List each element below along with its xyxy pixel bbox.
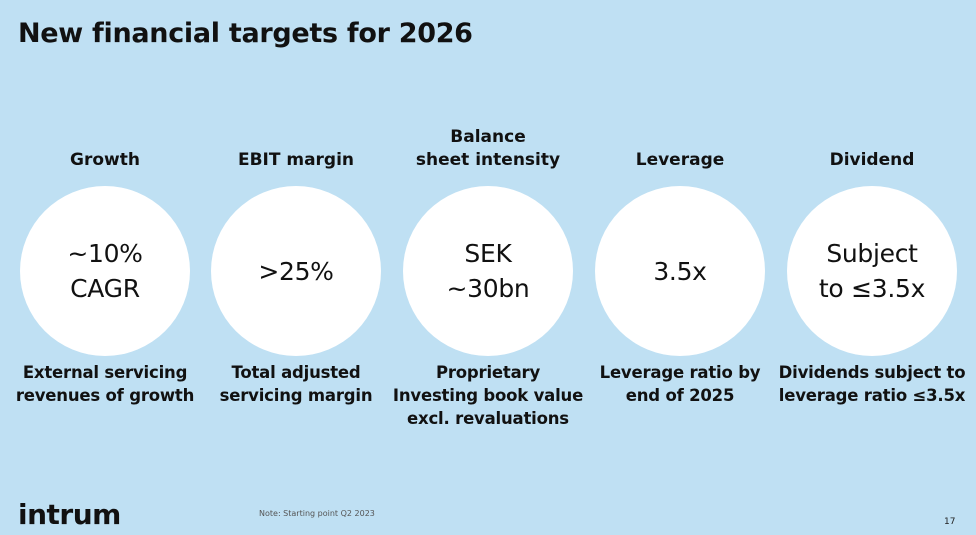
footnote: Note: Starting point Q2 2023 bbox=[259, 509, 375, 518]
heading-line: Growth bbox=[70, 150, 140, 170]
target-value: SEK ~30bn bbox=[447, 236, 530, 306]
target-growth: Growth ~10% CAGR External servicing reve… bbox=[8, 110, 202, 440]
value-line: to ≤3.5x bbox=[818, 274, 926, 303]
target-heading: EBIT margin bbox=[199, 149, 393, 172]
heading-line: Balance bbox=[450, 127, 526, 147]
target-heading: Leverage bbox=[583, 149, 777, 172]
target-heading: Dividend bbox=[775, 149, 969, 172]
target-balance-sheet-intensity: Balance sheet intensity SEK ~30bn Propri… bbox=[391, 110, 585, 440]
target-description: Total adjusted servicing margin bbox=[193, 361, 399, 407]
value-line: >25% bbox=[258, 256, 334, 286]
target-circle: SEK ~30bn bbox=[403, 186, 573, 356]
description-line: Dividends subject to bbox=[778, 363, 966, 382]
value-line: Subject bbox=[826, 239, 918, 268]
description-line: servicing margin bbox=[219, 386, 373, 405]
value-line: SEK bbox=[464, 239, 512, 268]
target-description: Proprietary Investing book value excl. r… bbox=[385, 361, 591, 430]
value-line: ~10% bbox=[67, 239, 143, 268]
target-heading: Balance sheet intensity bbox=[391, 126, 585, 172]
target-ebit-margin: EBIT margin >25% Total adjusted servicin… bbox=[199, 110, 393, 440]
value-line: ~30bn bbox=[446, 274, 530, 303]
target-leverage: Leverage 3.5x Leverage ratio by end of 2… bbox=[583, 110, 777, 440]
page-number: 17 bbox=[944, 517, 956, 527]
target-description: Dividends subject to leverage ratio ≤3.5… bbox=[769, 361, 975, 407]
description-line: end of 2025 bbox=[625, 386, 735, 405]
target-value: >25% bbox=[258, 254, 334, 289]
description-line: revenues of growth bbox=[15, 386, 195, 405]
target-circle: ~10% CAGR bbox=[20, 186, 190, 356]
target-value: Subject to ≤3.5x bbox=[819, 236, 925, 306]
target-heading: Growth bbox=[8, 149, 202, 172]
target-description: Leverage ratio by end of 2025 bbox=[577, 361, 783, 407]
target-dividend: Dividend Subject to ≤3.5x Dividends subj… bbox=[775, 110, 969, 440]
heading-line: EBIT margin bbox=[237, 150, 355, 170]
description-line: Total adjusted bbox=[231, 363, 361, 382]
page-title: New financial targets for 2026 bbox=[18, 18, 473, 49]
heading-line: sheet intensity bbox=[415, 150, 561, 170]
description-line: leverage ratio ≤3.5x bbox=[778, 386, 966, 405]
heading-line: Leverage bbox=[635, 150, 725, 170]
value-line: 3.5x bbox=[653, 256, 707, 286]
description-line: External servicing bbox=[22, 363, 188, 382]
description-line: Investing book value bbox=[392, 386, 584, 405]
description-line: Leverage ratio by bbox=[599, 363, 761, 382]
value-line: CAGR bbox=[70, 274, 140, 303]
target-circle: 3.5x bbox=[595, 186, 765, 356]
target-value: ~10% CAGR bbox=[67, 236, 143, 306]
heading-line: Dividend bbox=[829, 150, 915, 170]
intrum-logo: intrum bbox=[18, 498, 121, 531]
description-line: Proprietary bbox=[435, 363, 541, 382]
target-value: 3.5x bbox=[653, 254, 707, 289]
target-description: External servicing revenues of growth bbox=[2, 361, 208, 407]
target-circle: >25% bbox=[211, 186, 381, 356]
description-line: excl. revaluations bbox=[407, 409, 569, 428]
target-circle: Subject to ≤3.5x bbox=[787, 186, 957, 356]
